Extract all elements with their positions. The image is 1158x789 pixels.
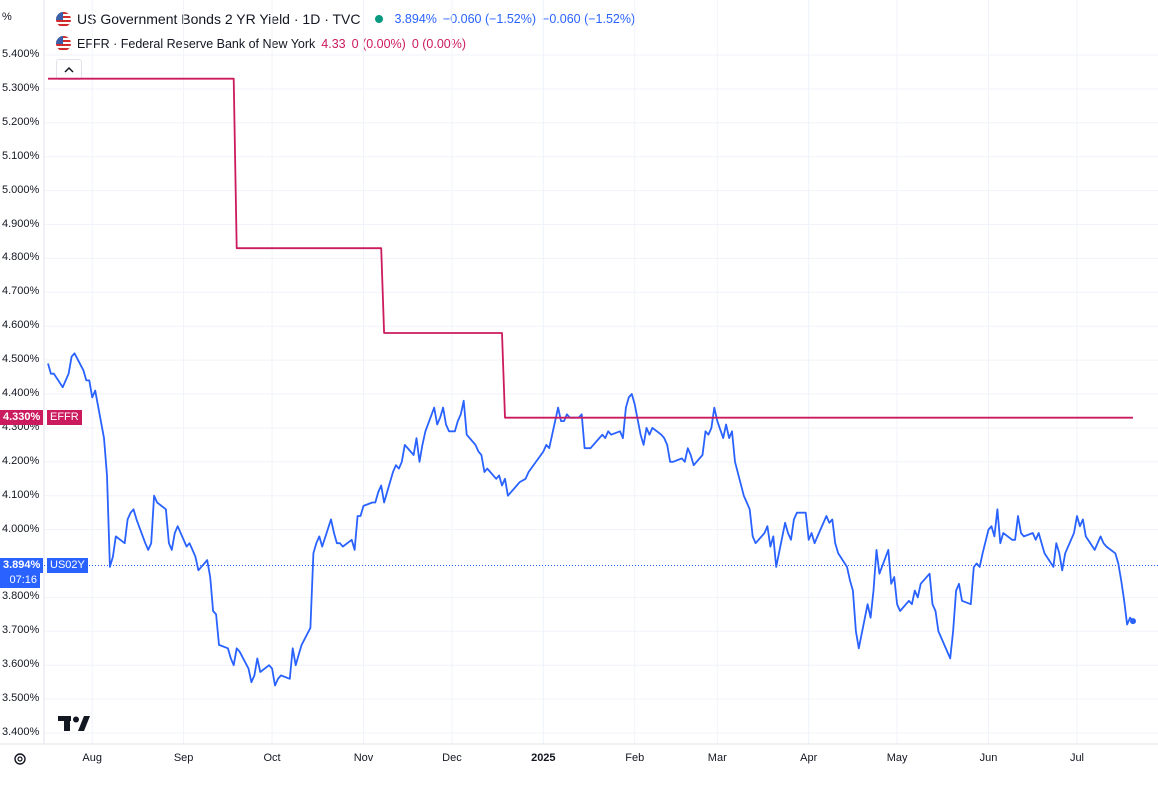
market-status-dot [374,15,383,23]
main-price-label: 3.894% [0,558,44,573]
y-tick-label: 5.400% [2,48,40,60]
top-axis-partial-label: % [2,11,12,23]
main-series-last: 3.894% [394,12,437,26]
bar-countdown-label: 07:16 [0,573,40,588]
x-tick-label: Jun [979,752,998,764]
last-point-marker [1130,618,1136,625]
main-series-change: −0.060 (−1.52%) [442,12,537,26]
y-tick-label: 3.700% [2,624,40,637]
x-tick-label: Dec [442,752,462,764]
main-series-change-2: −0.060 (−1.52%) [542,12,636,26]
y-tick-label: 4.200% [2,454,40,467]
y-tick-label: 5.000% [2,183,40,196]
y-tick-label: 4.700% [2,285,40,298]
settings-gear-icon[interactable] [13,752,27,766]
second-series-value: 4.33 [321,36,346,51]
y-tick-label: 4.500% [2,353,40,366]
legend-main[interactable]: US Government Bonds 2 YR Yield · 1D · TV… [56,11,635,27]
x-tick-label: May [886,752,908,764]
y-tick-label: 4.000% [2,522,40,535]
x-tick-label: Apr [800,752,818,764]
series-line-effr [48,77,1133,419]
y-tick-label: 5.100% [2,149,40,162]
y-tick-label: 4.100% [2,488,40,501]
us-flag-icon [56,11,71,27]
x-tick-label: 2025 [531,752,556,764]
y-tick-label: 3.400% [2,726,40,738]
tradingview-logo-icon [58,716,90,731]
x-tick-label: Nov [353,752,374,764]
y-tick-label: 5.300% [2,81,40,94]
y-tick-label: 4.900% [2,217,40,230]
x-tick-label: Feb [625,752,645,764]
chevron-up-icon [64,66,74,73]
x-tick-label: Aug [82,752,103,764]
y-tick-label: 3.600% [2,658,40,671]
x-tick-label: Sep [173,752,194,764]
main-series-title: US Government Bonds 2 YR Yield · 1D · TV… [77,11,361,27]
series-line-us02y [47,352,1134,687]
second-series-change-2: 0 (0.00%) [411,36,467,51]
x-tick-label: Mar [707,752,727,764]
x-tick-label: Jul [1069,752,1084,764]
effr-price-label: 4.330% [0,410,44,425]
y-tick-label: 4.400% [2,387,40,399]
legend-second[interactable]: EFFR · Federal Reserve Bank of New York … [56,36,466,51]
x-tick-label: Oct [263,752,281,764]
y-tick-label: 3.800% [2,590,40,603]
y-tick-label: 4.800% [2,251,40,264]
y-tick-label: 5.200% [2,115,40,128]
main-series-tag: US02Y [47,558,88,573]
y-tick-label: 3.500% [2,692,40,705]
y-tick-label: 4.600% [2,319,40,332]
second-series-title: EFFR · Federal Reserve Bank of New York [77,36,316,51]
us-flag-icon [56,36,71,51]
second-series-change: 0 (0.00%) [351,36,406,51]
effr-series-tag: EFFR [47,410,82,425]
